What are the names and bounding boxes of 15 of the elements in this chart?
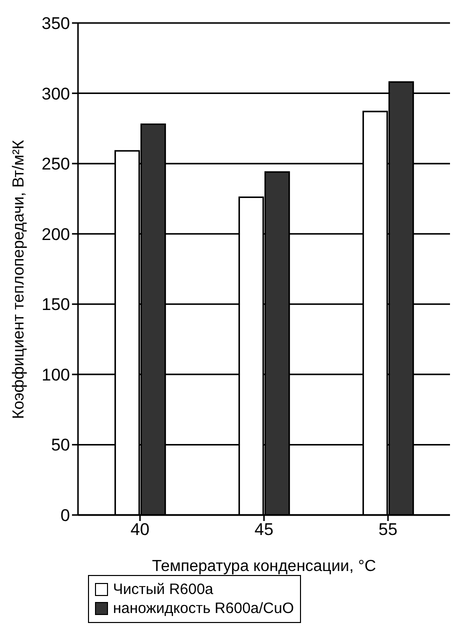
x-tick-label: 45	[254, 520, 274, 540]
x-axis-title: Температура конденсации, °С	[152, 558, 376, 575]
x-tick-label: 55	[378, 520, 398, 540]
y-axis-title: Коэффициент теплопередачи, Вт/м²К	[10, 139, 28, 419]
legend-label: наножидкость R600a/CuO	[113, 600, 294, 617]
y-tick-label: 300	[42, 84, 70, 104]
y-tick-label: 250	[42, 154, 70, 174]
y-tick-label: 100	[42, 365, 70, 384]
x-tick-label: 40	[130, 520, 150, 540]
y-tick-label: 0	[60, 506, 70, 526]
y-tick-label: 50	[51, 436, 70, 455]
y-tick-label: 150	[42, 295, 70, 314]
y-tick-label: 350	[42, 14, 70, 34]
legend-label: Чистый R600a	[113, 581, 214, 598]
y-tick-label: 200	[42, 224, 70, 244]
